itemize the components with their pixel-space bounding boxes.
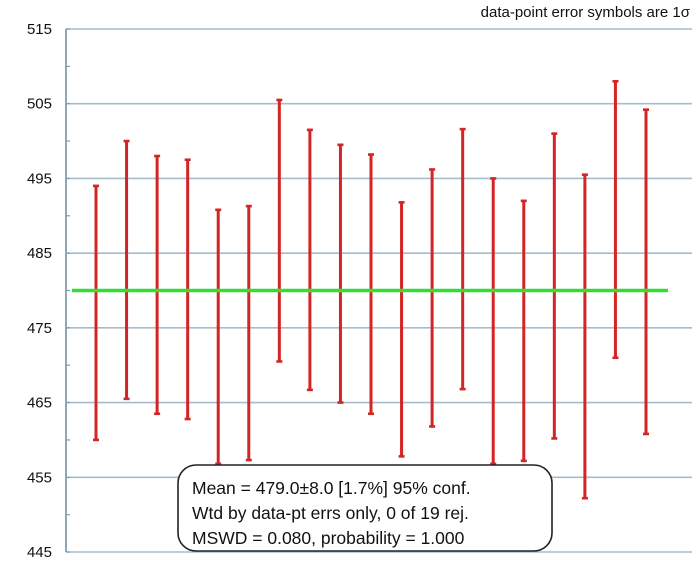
y-axis-ticks: 445 455 465 475 485 495 505 515 <box>27 21 52 561</box>
plot-frame <box>65 28 70 553</box>
error-bar-5 <box>215 208 222 466</box>
error-bar-3 <box>154 154 161 416</box>
y-tick-label-505: 505 <box>27 96 52 113</box>
error-bar-14 <box>490 177 497 466</box>
error-bar-7 <box>276 98 283 363</box>
error-bar-1 <box>93 184 99 442</box>
error-bar-12 <box>429 168 436 428</box>
grid-lines <box>66 28 692 553</box>
error-bar-18 <box>612 80 619 360</box>
error-bar-8 <box>306 128 313 392</box>
error-bar-2 <box>123 139 130 401</box>
y-tick-label-455: 455 <box>27 469 52 486</box>
error-bar-9 <box>337 143 344 404</box>
y-tick-label-485: 485 <box>27 245 52 262</box>
error-note: data-point error symbols are 1σ <box>481 4 691 21</box>
stats-line-3: MSWD = 0.080, probability = 1.000 <box>192 528 465 548</box>
error-bar-10 <box>368 153 374 416</box>
y-tick-label-465: 465 <box>27 395 52 412</box>
error-bar-15 <box>520 199 527 463</box>
stats-box-frame <box>177 464 553 552</box>
error-bar-11 <box>398 201 405 458</box>
y-tick-label-475: 475 <box>27 320 52 337</box>
y-tick-label-515: 515 <box>27 21 52 38</box>
stats-line-2: Wtd by data-pt errs only, 0 of 19 rej. <box>192 503 469 523</box>
stats-line-1: Mean = 479.0±8.0 [1.7%] 95% conf. <box>192 478 471 498</box>
stats-box: Mean = 479.0±8.0 [1.7%] 95% conf. Wtd by… <box>177 464 553 552</box>
error-bar-19 <box>643 108 649 436</box>
error-bar-16 <box>551 132 558 440</box>
y-tick-label-495: 495 <box>27 170 52 187</box>
error-bar-13 <box>459 127 466 391</box>
y-tick-label-445: 445 <box>27 544 52 561</box>
error-bar-6 <box>245 204 252 462</box>
error-bar-17 <box>581 173 588 500</box>
